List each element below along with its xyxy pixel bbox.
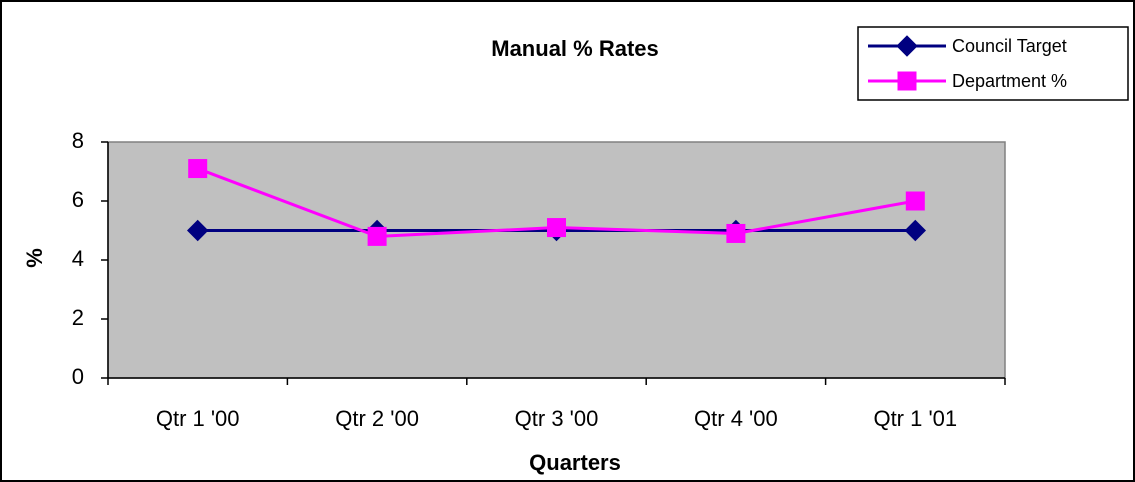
x-tick-label: Qtr 1 '01 [873, 406, 957, 431]
marker-square [897, 71, 917, 91]
plot-area [107, 141, 1006, 379]
y-tick-label: 6 [72, 187, 84, 212]
marker-diamond [186, 219, 209, 242]
y-tick-label: 8 [72, 128, 84, 153]
marker-square [188, 159, 208, 179]
legend-label: Department % [952, 71, 1067, 91]
marker-square [726, 223, 746, 243]
x-tick-label: Qtr 4 '00 [694, 406, 778, 431]
legend-label: Council Target [952, 36, 1067, 56]
y-tick-label: 2 [72, 305, 84, 330]
x-tick-label: Qtr 1 '00 [156, 406, 240, 431]
x-tick-label: Qtr 3 '00 [515, 406, 599, 431]
marker-diamond [896, 35, 918, 57]
y-axis-title: % [22, 248, 47, 268]
marker-diamond [904, 219, 927, 242]
x-tick-label: Qtr 2 '00 [335, 406, 419, 431]
marker-square [367, 226, 387, 246]
y-tick-label: 0 [72, 364, 84, 389]
x-axis-title: Quarters [529, 450, 621, 475]
chart-title: Manual % Rates [491, 36, 659, 61]
marker-square [905, 191, 925, 211]
y-tick-label: 4 [72, 246, 84, 271]
marker-square [547, 218, 566, 238]
